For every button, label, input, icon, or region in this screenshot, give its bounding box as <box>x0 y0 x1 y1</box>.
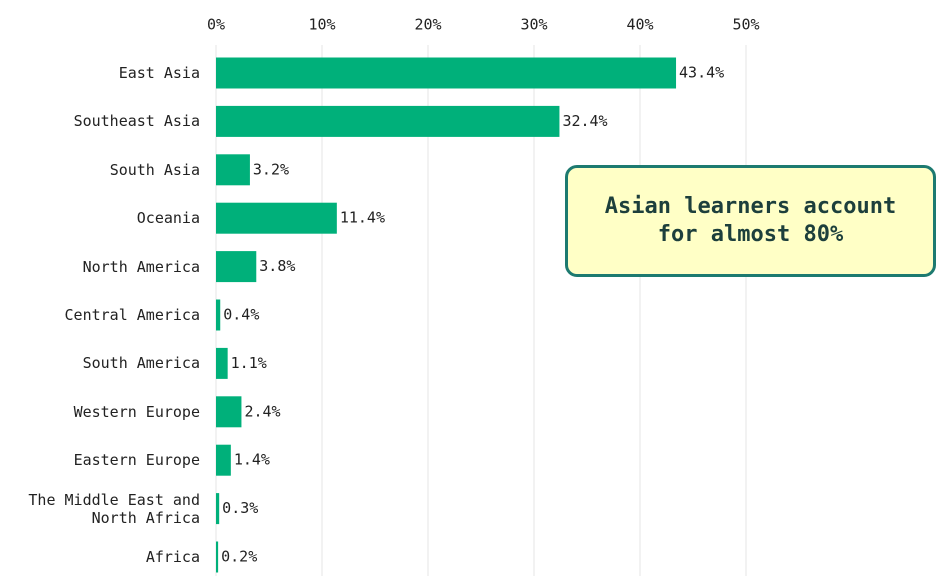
bar <box>216 444 231 476</box>
x-tick-label: 30% <box>520 16 547 34</box>
y-tick-label: North America <box>82 257 200 276</box>
value-label: 32.4% <box>562 112 607 130</box>
value-label: 0.3% <box>222 499 258 517</box>
value-label: 11.4% <box>340 209 385 227</box>
bar <box>216 57 677 89</box>
bar <box>216 202 337 234</box>
bar <box>216 251 257 283</box>
annotation: Asian learners account for almost 80% <box>565 165 936 277</box>
y-tick-label: South Asia <box>109 160 200 179</box>
bar <box>216 347 228 379</box>
x-tick-label: 50% <box>732 16 759 34</box>
x-tick-label: 10% <box>308 16 335 34</box>
bar <box>216 105 560 137</box>
bar <box>216 396 242 428</box>
y-tick-label: The Middle East and North Africa <box>28 490 200 527</box>
value-label: 2.4% <box>244 402 280 420</box>
bar <box>216 299 221 331</box>
x-tick-label: 0% <box>207 16 225 34</box>
value-label: 0.2% <box>221 548 257 566</box>
y-tick-label: Central America <box>64 306 200 324</box>
x-tick-label: 40% <box>626 16 653 34</box>
value-label: 43.4% <box>679 64 724 82</box>
y-tick-label: Western Europe <box>73 402 200 421</box>
y-tick-label: South America <box>82 354 200 373</box>
value-label: 3.8% <box>259 257 295 275</box>
y-tick-label: Eastern Europe <box>73 451 200 470</box>
bar <box>216 154 250 186</box>
x-tick-label: 20% <box>414 16 441 34</box>
value-label: 1.4% <box>234 451 270 469</box>
y-tick-label: East Asia <box>118 64 200 82</box>
value-label: 1.1% <box>231 354 267 372</box>
y-tick-label: Oceania <box>136 209 200 228</box>
y-tick-label: Africa <box>145 548 200 566</box>
y-tick-label: Southeast Asia <box>73 112 200 131</box>
bar <box>216 493 220 525</box>
value-label: 3.2% <box>253 160 289 178</box>
bar <box>216 541 219 573</box>
value-label: 0.4% <box>223 306 259 324</box>
